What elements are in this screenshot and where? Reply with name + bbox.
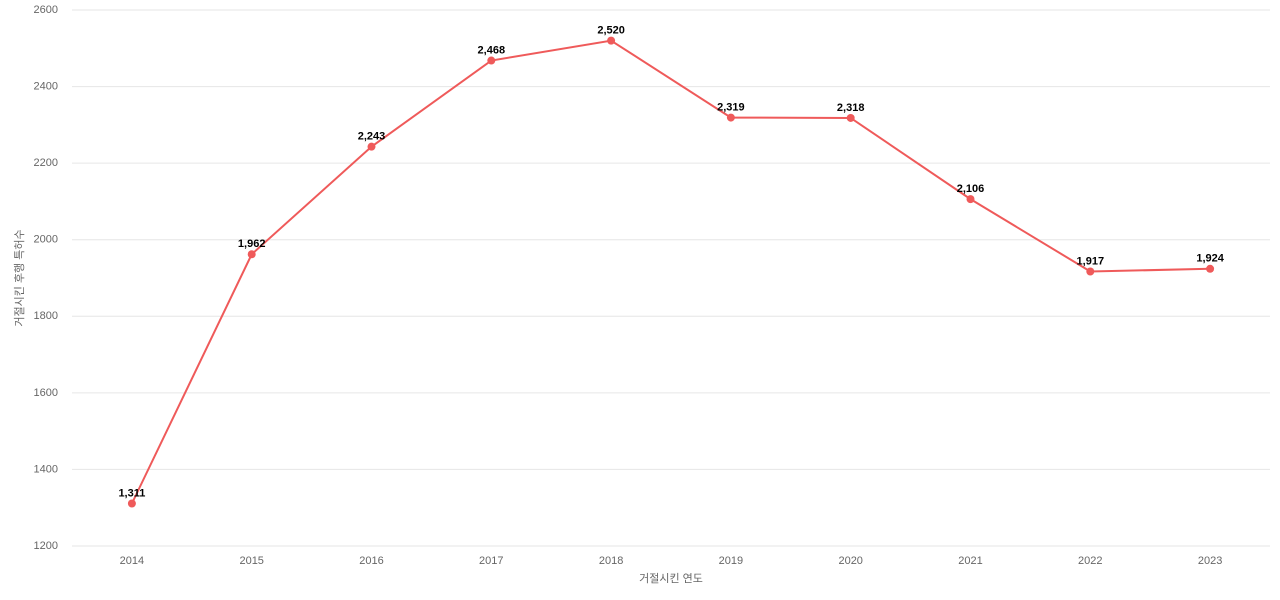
data-label: 2,243 [358,131,386,143]
data-label: 1,311 [118,487,145,499]
data-label: 2,106 [957,183,985,195]
x-tick-label: 2014 [120,555,144,567]
x-tick-label: 2023 [1198,555,1222,567]
x-tick-label: 2016 [359,555,383,567]
x-tick-label: 2021 [958,555,982,567]
x-tick-label: 2015 [239,555,263,567]
point [367,142,376,151]
data-label: 2,318 [837,102,865,114]
data-label: 2,319 [717,101,745,113]
point [1086,267,1095,276]
data-label: 1,924 [1196,253,1224,265]
y-tick-label: 2200 [34,157,58,169]
x-tick-label: 2020 [838,555,862,567]
x-axis-label: 거절시킨 연도 [639,572,703,585]
y-tick-label: 1200 [34,540,58,552]
y-tick-label: 1800 [34,310,58,322]
y-tick-label: 1600 [34,387,58,399]
point [487,56,496,65]
point [1206,264,1215,273]
y-tick-label: 2000 [34,234,58,246]
point [247,250,256,259]
data-label: 2,520 [597,25,625,37]
data-label: 1,917 [1077,255,1105,267]
x-tick-label: 2022 [1078,555,1102,567]
data-label: 1,962 [238,238,266,250]
y-axis-label: 거절시킨 후행 특허수 [13,229,26,326]
y-tick-label: 2600 [34,4,58,16]
point [846,113,855,122]
line [130,39,1211,504]
x-tick-label: 2019 [719,555,743,567]
y-tick-label: 1400 [34,463,58,475]
data-label: 2,468 [478,44,506,56]
x-tick-label: 2018 [599,555,623,567]
point [127,499,136,508]
point [607,36,616,45]
point [966,195,975,204]
point [726,113,735,122]
x-tick-label: 2017 [479,555,503,567]
y-tick-label: 2400 [34,80,58,92]
